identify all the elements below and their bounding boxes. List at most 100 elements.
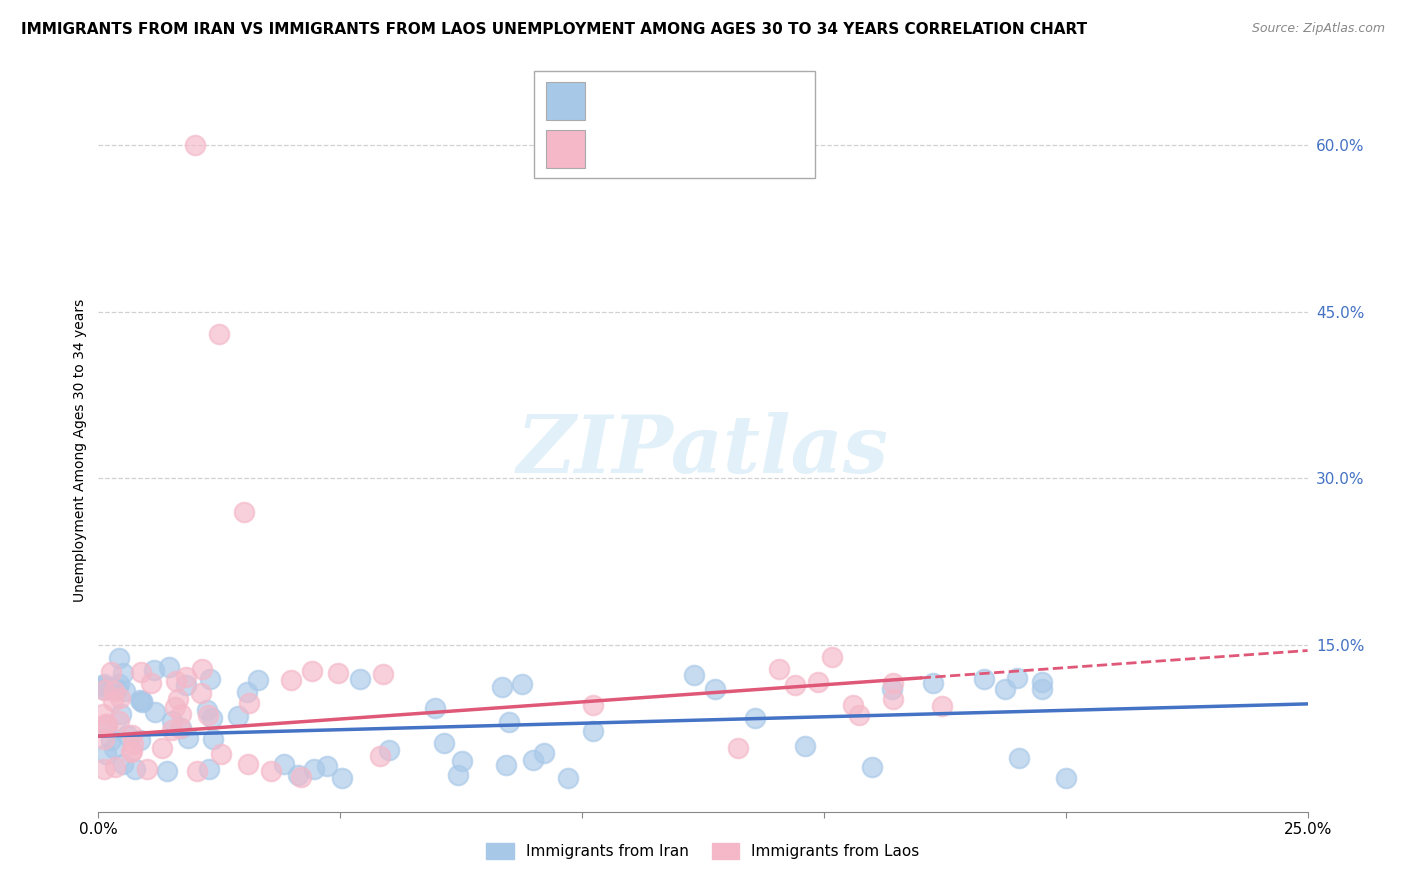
- Point: [793, 739, 815, 754]
- Point: [1031, 682, 1053, 697]
- Point: [93, 732, 115, 747]
- Point: [103, 740, 125, 755]
- Text: R =  0.104   N = 55: R = 0.104 N = 55: [596, 140, 758, 158]
- Point: [177, 731, 200, 745]
- Point: [533, 746, 555, 760]
- Point: [704, 681, 727, 696]
- Point: [111, 665, 134, 680]
- Point: [129, 665, 152, 680]
- Point: [124, 762, 146, 776]
- Point: [371, 666, 394, 681]
- Text: IMMIGRANTS FROM IRAN VS IMMIGRANTS FROM LAOS UNEMPLOYMENT AMONG AGES 30 TO 34 YE: IMMIGRANTS FROM IRAN VS IMMIGRANTS FROM …: [21, 22, 1087, 37]
- Point: [201, 731, 224, 746]
- Point: [447, 768, 470, 782]
- Text: ZIPatlas: ZIPatlas: [517, 412, 889, 489]
- Point: [423, 701, 446, 715]
- Point: [131, 695, 153, 709]
- Point: [290, 770, 312, 784]
- Point: [922, 675, 945, 690]
- Point: [582, 698, 605, 712]
- Point: [1054, 772, 1077, 786]
- Point: [167, 691, 190, 706]
- Point: [96, 719, 118, 733]
- Point: [848, 707, 870, 722]
- Point: [121, 728, 143, 742]
- Point: [880, 681, 903, 696]
- Point: [142, 663, 165, 677]
- Point: [91, 706, 114, 721]
- Legend: Immigrants from Iran, Immigrants from Laos: Immigrants from Iran, Immigrants from La…: [479, 838, 927, 865]
- Point: [108, 690, 131, 705]
- Text: R =  0.097   N = 69: R = 0.097 N = 69: [596, 92, 758, 110]
- Point: [143, 705, 166, 719]
- Point: [150, 740, 173, 755]
- Point: [842, 698, 865, 712]
- Point: [111, 757, 134, 772]
- Point: [169, 721, 191, 735]
- Point: [304, 762, 326, 776]
- Point: [236, 756, 259, 771]
- Point: [100, 733, 122, 747]
- Point: [100, 665, 122, 679]
- Point: [208, 326, 231, 341]
- Point: [110, 707, 132, 722]
- Point: [1008, 750, 1031, 764]
- Point: [136, 762, 159, 776]
- Point: [197, 707, 219, 722]
- Point: [174, 678, 197, 692]
- Point: [209, 747, 232, 761]
- Point: [491, 681, 513, 695]
- Point: [108, 714, 131, 728]
- Point: [108, 650, 131, 665]
- Point: [495, 758, 517, 772]
- Point: [129, 693, 152, 707]
- Point: [94, 716, 117, 731]
- Point: [190, 686, 212, 700]
- Point: [973, 672, 995, 686]
- Point: [120, 745, 142, 759]
- Point: [176, 669, 198, 683]
- Point: [96, 717, 118, 731]
- Point: [768, 662, 790, 676]
- Point: [160, 723, 183, 737]
- Point: [103, 684, 125, 698]
- Point: [91, 679, 114, 693]
- Y-axis label: Unemployment Among Ages 30 to 34 years: Unemployment Among Ages 30 to 34 years: [73, 299, 87, 602]
- Point: [91, 682, 114, 697]
- Point: [236, 685, 259, 699]
- Text: Source: ZipAtlas.com: Source: ZipAtlas.com: [1251, 22, 1385, 36]
- Point: [377, 743, 399, 757]
- Point: [727, 741, 749, 756]
- Point: [368, 749, 391, 764]
- Point: [198, 762, 221, 776]
- Point: [882, 676, 904, 690]
- Point: [330, 771, 353, 785]
- Point: [117, 727, 139, 741]
- Point: [287, 767, 309, 781]
- Point: [160, 714, 183, 728]
- Point: [121, 744, 143, 758]
- Point: [195, 703, 218, 717]
- Point: [931, 699, 953, 714]
- Point: [821, 650, 844, 665]
- Point: [184, 137, 207, 152]
- Point: [273, 756, 295, 771]
- Point: [163, 700, 186, 714]
- Point: [280, 673, 302, 687]
- Point: [200, 711, 222, 725]
- Point: [226, 709, 249, 723]
- Point: [93, 762, 115, 776]
- Point: [557, 771, 579, 785]
- Point: [165, 674, 187, 689]
- Point: [238, 696, 260, 710]
- Point: [301, 665, 323, 679]
- Point: [785, 678, 807, 692]
- Point: [994, 681, 1017, 696]
- Point: [860, 760, 883, 774]
- FancyBboxPatch shape: [534, 71, 815, 178]
- Point: [315, 759, 337, 773]
- Point: [104, 759, 127, 773]
- Point: [93, 682, 115, 697]
- Point: [139, 676, 162, 690]
- Point: [131, 693, 153, 707]
